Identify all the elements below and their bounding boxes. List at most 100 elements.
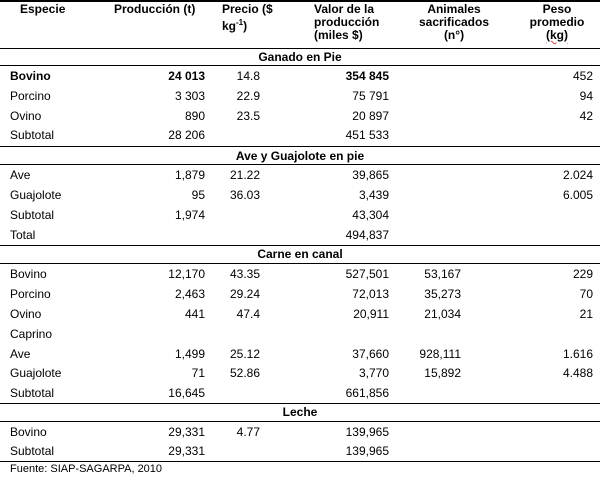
header-valor-line3: (miles $) (314, 28, 363, 42)
header-peso-line1: Peso (542, 2, 572, 16)
section-title-ave: Ave y Guajolote en pie (235, 149, 365, 163)
cell-peso: 2.024 (562, 168, 593, 182)
cell-animales: 35,273 (424, 287, 461, 301)
cell-produccion: 2,463 (174, 287, 205, 301)
cell-valor: 3,770 (358, 366, 389, 380)
cell-precio: 52.86 (229, 366, 260, 380)
cell-produccion: 71 (191, 366, 205, 380)
section-divider (0, 403, 600, 404)
cell-animales: 928,111 (419, 347, 461, 361)
cell-produccion: 1,499 (174, 347, 205, 361)
cell-precio: 29.24 (229, 287, 260, 301)
cell-valor: 139,965 (345, 425, 389, 439)
header-animales-line2: sacrificados (418, 15, 490, 29)
section-divider (0, 263, 600, 264)
cell-especie: Ovino (10, 307, 42, 321)
cell-produccion: 16,645 (168, 386, 205, 400)
cell-especie: Subtotal (10, 128, 55, 142)
cell-produccion: 28 206 (168, 128, 205, 142)
header-precio: Precio ($ kg-1) (222, 3, 273, 33)
cell-precio: 14.8 (236, 69, 260, 83)
cell-animales: 53,167 (424, 267, 461, 281)
cell-peso: 94 (579, 89, 593, 103)
cell-especie: Total (10, 228, 36, 242)
cell-peso: 21 (579, 307, 593, 321)
cell-animales: 15,892 (424, 366, 461, 380)
cell-precio: 23.5 (236, 109, 260, 123)
cell-valor: 43,304 (352, 208, 389, 222)
section-title-leche: Leche (282, 405, 318, 419)
header-peso-line3: (kg) (546, 28, 568, 42)
cell-precio: 43.35 (229, 267, 260, 281)
cell-peso: 229 (572, 267, 593, 281)
header-produccion: Producción (t) (114, 2, 196, 16)
cell-valor: 3,439 (358, 188, 389, 202)
cell-animales: 21,034 (424, 307, 461, 321)
section-divider (0, 146, 600, 147)
header-valor: Valor de la producción (miles $) (314, 3, 379, 42)
cell-valor: 39,865 (352, 168, 389, 182)
cell-valor: 20 897 (352, 109, 389, 123)
cell-valor: 20,911 (353, 307, 389, 321)
cell-precio: 21.22 (229, 168, 260, 182)
cell-especie: Subtotal (10, 208, 55, 222)
header-precio-line1: Precio ($ (222, 2, 273, 16)
cell-valor: 451 533 (345, 128, 389, 142)
cell-peso: 6.005 (562, 188, 593, 202)
source-note: Fuente: SIAP-SAGARPA, 2010 (10, 463, 163, 475)
section-divider (0, 65, 600, 66)
cell-especie: Bovino (10, 267, 47, 281)
cell-especie: Guajolote (10, 366, 62, 380)
cell-valor: 661,856 (345, 386, 389, 400)
cell-especie: Porcino (10, 287, 51, 301)
header-valor-line2: producción (314, 15, 380, 29)
header-divider (0, 48, 600, 49)
cell-especie: Ave (10, 168, 31, 182)
cell-especie: Ave (10, 347, 31, 361)
cell-precio: 36.03 (229, 188, 260, 202)
cell-especie: Subtotal (10, 386, 55, 400)
cell-valor: 354 845 (345, 69, 389, 83)
header-valor-line1: Valor de la (314, 2, 375, 16)
cell-produccion: 29,331 (168, 444, 205, 458)
cell-valor: 494,837 (345, 228, 389, 242)
cell-peso: 452 (572, 69, 593, 83)
cell-peso: 70 (579, 287, 593, 301)
cell-valor: 72,013 (352, 287, 389, 301)
cell-precio: 22.9 (236, 89, 260, 103)
table-top-border (0, 0, 600, 2)
header-peso: Peso promedio (kg) (520, 3, 594, 42)
cell-especie: Ovino (10, 109, 42, 123)
cell-peso: 42 (579, 109, 593, 123)
cell-produccion: 1,974 (174, 208, 205, 222)
cell-produccion: 24 013 (168, 69, 205, 83)
cell-peso: 4.488 (562, 366, 593, 380)
cell-valor: 139,965 (345, 444, 389, 458)
cell-valor: 527,501 (345, 267, 389, 281)
section-title-carne: Carne en canal (257, 247, 343, 261)
section-title-ganado: Ganado en Pie (258, 50, 342, 64)
cell-especie: Guajolote (10, 188, 62, 202)
cell-produccion: 12,170 (168, 267, 205, 281)
cell-produccion: 95 (191, 188, 205, 202)
cell-precio: 25.12 (229, 347, 260, 361)
cell-produccion: 1,879 (174, 168, 205, 182)
cell-produccion: 441 (184, 307, 205, 321)
cell-especie: Porcino (10, 89, 51, 103)
header-precio-line2: kg-1) (222, 18, 248, 33)
cell-especie: Bovino (10, 425, 47, 439)
cell-valor: 75 791 (352, 89, 389, 103)
cell-peso: 1.616 (562, 347, 593, 361)
header-especie: Especie (20, 2, 66, 16)
cell-especie: Bovino (10, 69, 51, 83)
header-animales-line1: Animales (427, 2, 481, 16)
cell-produccion: 3 303 (174, 89, 205, 103)
section-divider (0, 164, 600, 165)
cell-precio: 47.4 (236, 307, 260, 321)
table-bottom-border (0, 461, 600, 462)
section-divider (0, 245, 600, 246)
section-divider (0, 421, 600, 422)
cell-especie: Subtotal (10, 444, 55, 458)
cell-precio: 4.77 (236, 425, 260, 439)
cell-produccion: 29,331 (168, 425, 205, 439)
